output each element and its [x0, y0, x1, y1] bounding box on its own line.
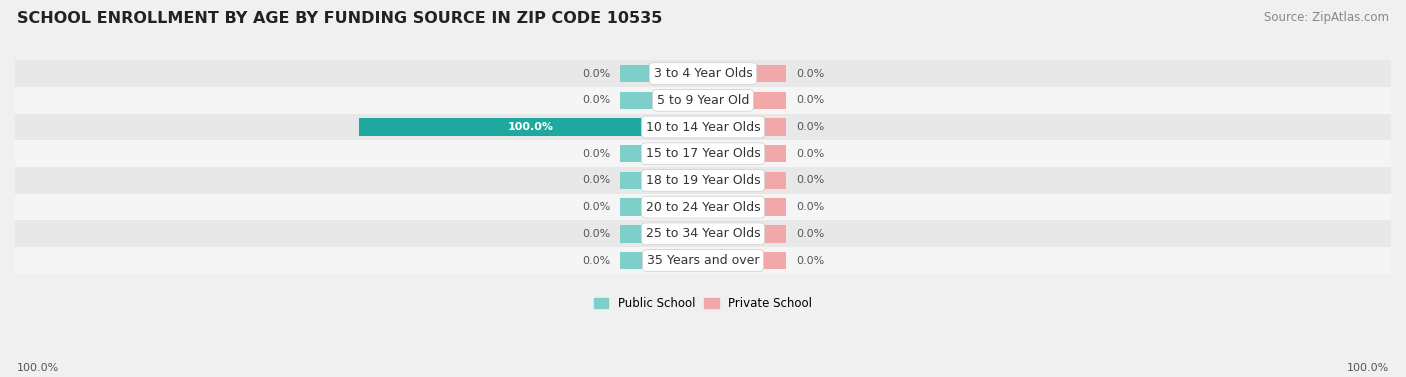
Text: 0.0%: 0.0%: [796, 95, 824, 105]
Bar: [703, 252, 786, 269]
Bar: [620, 145, 703, 162]
Bar: [359, 118, 703, 136]
Text: 0.0%: 0.0%: [582, 202, 610, 212]
Bar: [15, 113, 1391, 140]
Text: 20 to 24 Year Olds: 20 to 24 Year Olds: [645, 201, 761, 214]
Bar: [703, 145, 786, 162]
Text: 0.0%: 0.0%: [796, 256, 824, 265]
Text: 0.0%: 0.0%: [796, 229, 824, 239]
Text: 0.0%: 0.0%: [796, 175, 824, 185]
Text: 0.0%: 0.0%: [582, 95, 610, 105]
Text: 0.0%: 0.0%: [796, 69, 824, 78]
Text: 100.0%: 100.0%: [17, 363, 59, 373]
Bar: [703, 65, 786, 82]
Text: 0.0%: 0.0%: [582, 229, 610, 239]
Text: 100.0%: 100.0%: [1347, 363, 1389, 373]
Bar: [703, 92, 786, 109]
Bar: [15, 167, 1391, 194]
Bar: [15, 140, 1391, 167]
Text: Source: ZipAtlas.com: Source: ZipAtlas.com: [1264, 11, 1389, 24]
Bar: [620, 225, 703, 242]
Bar: [620, 92, 703, 109]
Text: 0.0%: 0.0%: [582, 149, 610, 159]
Bar: [15, 221, 1391, 247]
Text: 0.0%: 0.0%: [582, 256, 610, 265]
Text: 100.0%: 100.0%: [508, 122, 554, 132]
Text: 10 to 14 Year Olds: 10 to 14 Year Olds: [645, 121, 761, 133]
Bar: [620, 65, 703, 82]
Text: 0.0%: 0.0%: [796, 202, 824, 212]
Bar: [15, 60, 1391, 87]
Bar: [703, 172, 786, 189]
Text: 5 to 9 Year Old: 5 to 9 Year Old: [657, 94, 749, 107]
Bar: [15, 87, 1391, 113]
Legend: Public School, Private School: Public School, Private School: [589, 293, 817, 315]
Text: 18 to 19 Year Olds: 18 to 19 Year Olds: [645, 174, 761, 187]
Text: 35 Years and over: 35 Years and over: [647, 254, 759, 267]
Text: 25 to 34 Year Olds: 25 to 34 Year Olds: [645, 227, 761, 240]
Text: 0.0%: 0.0%: [796, 149, 824, 159]
Bar: [15, 194, 1391, 221]
Text: 0.0%: 0.0%: [582, 175, 610, 185]
Bar: [703, 225, 786, 242]
Text: SCHOOL ENROLLMENT BY AGE BY FUNDING SOURCE IN ZIP CODE 10535: SCHOOL ENROLLMENT BY AGE BY FUNDING SOUR…: [17, 11, 662, 26]
Bar: [620, 252, 703, 269]
Text: 0.0%: 0.0%: [582, 69, 610, 78]
Bar: [620, 198, 703, 216]
Bar: [620, 172, 703, 189]
Text: 0.0%: 0.0%: [796, 122, 824, 132]
Bar: [703, 118, 786, 136]
Text: 3 to 4 Year Olds: 3 to 4 Year Olds: [654, 67, 752, 80]
Text: 15 to 17 Year Olds: 15 to 17 Year Olds: [645, 147, 761, 160]
Bar: [15, 247, 1391, 274]
Bar: [703, 198, 786, 216]
